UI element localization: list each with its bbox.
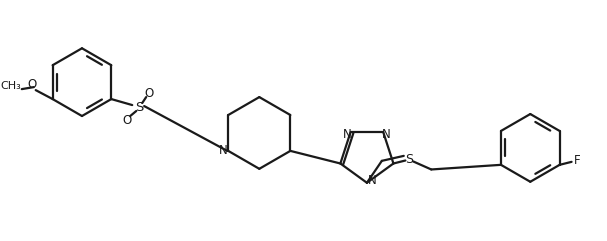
Text: O: O	[123, 114, 132, 127]
Text: O: O	[27, 78, 36, 91]
Text: S: S	[405, 153, 413, 166]
Text: N: N	[219, 144, 228, 157]
Text: CH₃: CH₃	[1, 81, 21, 91]
Text: S: S	[135, 100, 143, 114]
Text: N: N	[367, 174, 376, 187]
Text: N: N	[343, 128, 352, 141]
Text: N: N	[382, 128, 391, 141]
Text: F: F	[574, 154, 581, 167]
Text: O: O	[144, 87, 154, 100]
